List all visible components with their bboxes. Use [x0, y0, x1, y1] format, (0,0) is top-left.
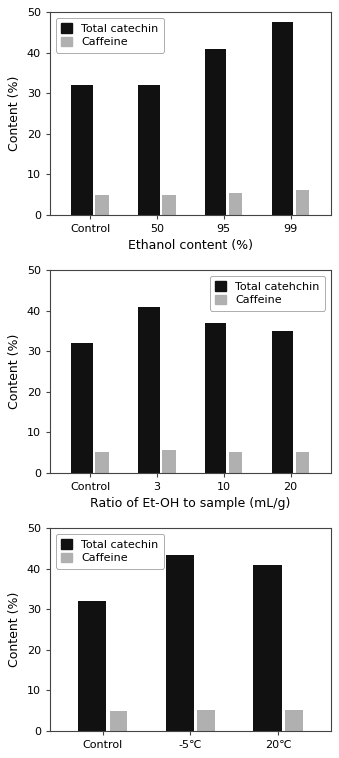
- Bar: [205, 323, 226, 473]
- Bar: [272, 331, 293, 473]
- Bar: [205, 49, 226, 215]
- Bar: [197, 709, 215, 731]
- Legend: Total catehchin, Caffeine: Total catehchin, Caffeine: [210, 276, 325, 311]
- Legend: Total catechin, Caffeine: Total catechin, Caffeine: [56, 534, 164, 568]
- Bar: [96, 195, 109, 215]
- Bar: [162, 195, 176, 215]
- Bar: [229, 193, 242, 215]
- Bar: [72, 85, 93, 215]
- Bar: [285, 710, 303, 731]
- Legend: Total catechin, Caffeine: Total catechin, Caffeine: [56, 18, 164, 52]
- Bar: [78, 601, 106, 731]
- Bar: [296, 190, 309, 215]
- Bar: [138, 85, 160, 215]
- X-axis label: Ratio of Et-OH to sample (mL/g): Ratio of Et-OH to sample (mL/g): [90, 497, 291, 510]
- Bar: [254, 565, 282, 731]
- Bar: [110, 711, 127, 731]
- Y-axis label: Content (%): Content (%): [8, 334, 21, 409]
- Bar: [96, 453, 109, 473]
- Bar: [272, 23, 293, 215]
- Bar: [229, 453, 242, 473]
- Y-axis label: Content (%): Content (%): [8, 592, 21, 667]
- Bar: [72, 343, 93, 473]
- Bar: [138, 307, 160, 473]
- Bar: [162, 450, 176, 473]
- Bar: [166, 555, 194, 731]
- Y-axis label: Content (%): Content (%): [8, 76, 21, 152]
- Bar: [296, 453, 309, 473]
- X-axis label: Ethanol content (%): Ethanol content (%): [128, 240, 253, 252]
